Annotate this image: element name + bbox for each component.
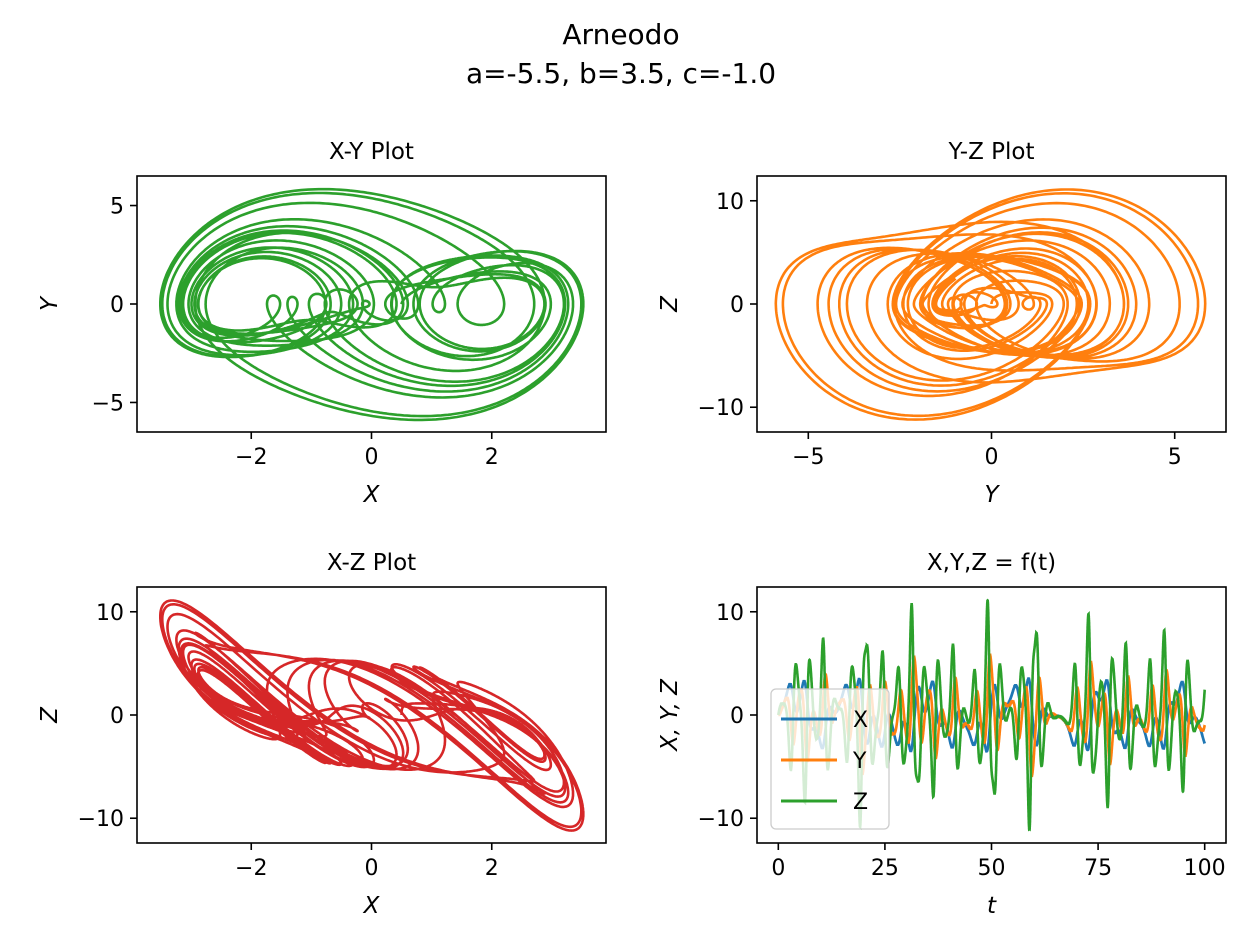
x-tick-label: 2 [485,445,499,470]
y-axis-label: Z [37,706,63,724]
y-axis-label: X, Y, Z [657,678,683,752]
y-tick-label: 0 [730,704,744,729]
subplot-title: Y-Z Plot [947,139,1034,165]
x-tick-label: 100 [1184,856,1226,881]
plot-lines-xy [159,187,585,422]
subplot-xy: −2 0 2 −5 0 5 X-Y Plot X Y [37,139,607,508]
axes-frame [136,586,607,844]
y-tick-label: 10 [716,601,744,626]
x-axis-label: X [363,893,381,919]
subplot-yz: −5 0 5 −10 0 10 Y-Z Plot Y Z [657,139,1227,508]
trajectory-line [159,187,585,422]
legend: XYZ [770,688,890,830]
legend-label-y: Y [852,749,867,774]
x-tick-label: 50 [978,856,1006,881]
x-tick-label: −5 [792,445,824,470]
y-axis-label: Z [657,295,683,313]
figure-subtitle: a=-5.5, b=3.5, c=-1.0 [466,57,776,90]
x-tick-label: 75 [1084,856,1112,881]
trajectory-line [774,188,1207,421]
x-tick-label: 2 [485,856,499,881]
y-tick-label: 5 [110,195,124,220]
subplot-title: X-Z Plot [327,550,416,576]
legend-label-x: X [853,708,868,733]
x-tick-label: 5 [1168,445,1182,470]
x-tick-label: 0 [771,856,785,881]
y-tick-label: −10 [78,807,124,832]
y-tick-label: 0 [730,293,744,318]
subplot-title: X-Y Plot [329,139,414,165]
axes-frame [136,175,607,433]
x-tick-label: −2 [235,445,267,470]
x-axis-label: X [363,482,381,508]
legend-label-z: Z [853,790,868,815]
y-tick-label: −10 [698,396,744,421]
x-axis-label: t [987,893,997,919]
x-tick-label: 0 [365,445,379,470]
y-tick-label: 10 [96,601,124,626]
subplot-title: X,Y,Z = f(t) [927,550,1056,576]
y-tick-label: 0 [110,704,124,729]
figure-title: Arneodo [562,18,679,51]
x-tick-label: 0 [365,856,379,881]
y-tick-label: 0 [110,293,124,318]
y-tick-label: 10 [716,190,744,215]
plot-lines-yz [774,188,1207,421]
trajectory-line [159,599,585,832]
subplot-t: 0 25 50 75 100 −10 0 10 X,Y,Z = f(t) t X, Y, Z XYZ [657,550,1227,919]
y-tick-label: −10 [698,807,744,832]
y-axis-label: Y [37,295,63,311]
subplot-xz: −2 0 2 −10 0 10 X-Z Plot X Z [37,550,607,919]
y-tick-label: −5 [92,391,124,416]
x-tick-label: 25 [871,856,899,881]
plot-lines-xz [159,599,585,832]
x-tick-label: −2 [235,856,267,881]
x-tick-label: 0 [985,445,999,470]
x-axis-label: Y [984,482,1000,508]
